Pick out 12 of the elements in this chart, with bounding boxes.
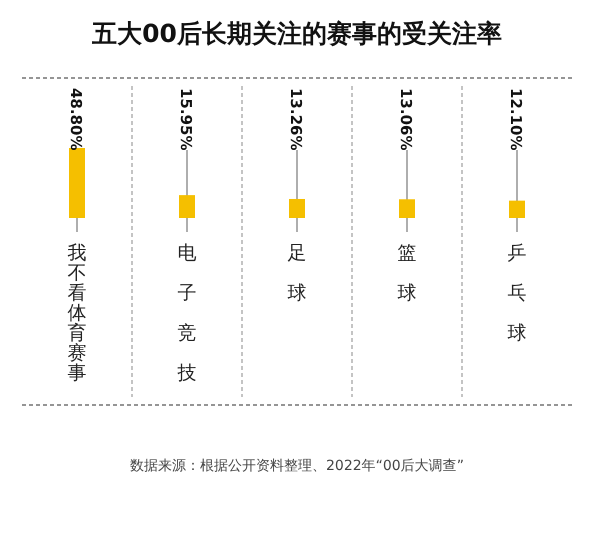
chart-title: 五大00后长期关注的赛事的受关注率 xyxy=(91,19,502,48)
data-label: 15.95% xyxy=(177,88,195,150)
data-label: 12.10% xyxy=(507,88,525,150)
x-tick-label: 电子竞技 xyxy=(176,242,196,384)
data-label: 48.80% xyxy=(67,88,85,150)
x-tick-label: 足球 xyxy=(288,242,306,304)
data-label: 13.06% xyxy=(397,88,415,150)
x-tick-label: 篮球 xyxy=(398,242,416,304)
x-tick-label: 乒乓球 xyxy=(508,242,526,344)
data-label: 13.26% xyxy=(287,88,305,150)
x-tick-label: 我不看体育赛事 xyxy=(68,242,86,384)
source-note: 数据来源：根据公开资料整理、2022年“00后大调查” xyxy=(130,458,464,474)
